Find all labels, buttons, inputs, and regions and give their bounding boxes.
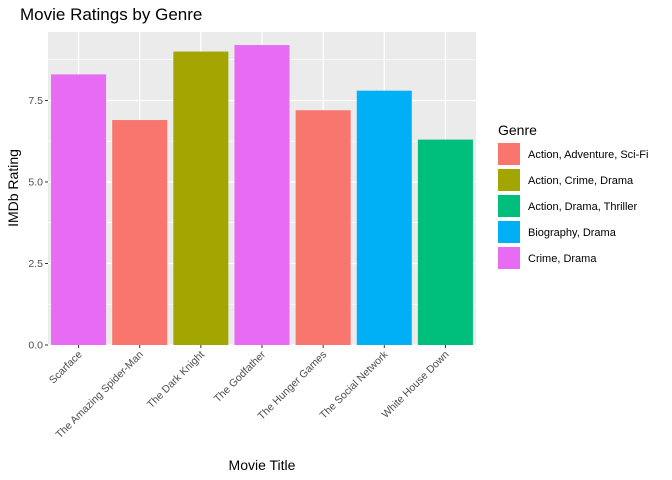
y-axis: 0.0 2.5 5.0 7.5: [28, 95, 48, 352]
bars: [51, 45, 473, 346]
legend-label: Action, Adventure, Sci-Fi: [528, 149, 648, 161]
y-tick-label: 2.5: [28, 258, 43, 270]
x-tick-label: Scarface: [47, 349, 85, 387]
legend-swatch: [498, 221, 520, 243]
bar: [295, 110, 351, 345]
legend-title: Genre: [498, 122, 537, 138]
legend-label: Biography, Drama: [528, 227, 617, 239]
bar: [234, 45, 290, 346]
legend-label: Action, Crime, Drama: [528, 175, 634, 187]
y-axis-title: IMDb Rating: [5, 149, 21, 227]
legend-swatch: [498, 195, 520, 217]
y-tick-label: 0.0: [28, 340, 43, 352]
legend: Genre Action, Adventure, Sci-Fi Action, C…: [498, 122, 648, 269]
legend-label: Crime, Drama: [528, 253, 597, 265]
x-tick-label: The Godfather: [212, 348, 269, 405]
legend-swatch: [498, 247, 520, 269]
bar: [356, 90, 412, 345]
bar: [173, 51, 229, 345]
legend-swatch: [498, 169, 520, 191]
x-axis-title: Movie Title: [229, 457, 296, 473]
bar: [417, 139, 473, 345]
chart-title: Movie Ratings by Genre: [20, 5, 202, 24]
x-tick-label: White House Down: [380, 349, 452, 421]
bar: [51, 74, 107, 346]
bar: [112, 120, 168, 345]
y-tick-label: 5.0: [28, 176, 43, 188]
legend-label: Action, Drama, Thriller: [528, 201, 638, 213]
legend-swatch: [498, 143, 520, 165]
x-tick-label: The Dark Knight: [145, 349, 207, 411]
y-tick-label: 7.5: [28, 95, 43, 107]
